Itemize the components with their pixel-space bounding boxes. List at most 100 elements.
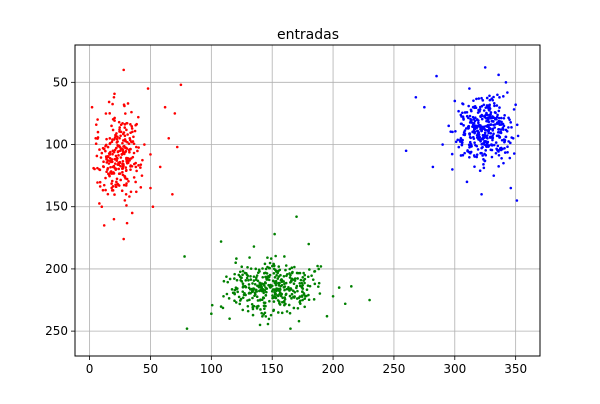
scatter-point — [125, 182, 128, 185]
scatter-point — [117, 144, 121, 148]
scatter-point — [251, 313, 255, 317]
scatter-point — [295, 215, 298, 218]
scatter-point — [118, 126, 122, 129]
scatter-point — [277, 269, 280, 273]
scatter-point — [233, 288, 237, 292]
scatter-point — [237, 295, 241, 299]
scatter-point — [125, 156, 128, 160]
scatter-point — [487, 118, 490, 121]
scatter-point — [474, 143, 477, 147]
scatter-point — [274, 254, 277, 258]
scatter-point — [123, 152, 126, 156]
scatter-point — [274, 283, 278, 287]
scatter-point — [113, 162, 117, 165]
scatter-point — [285, 274, 288, 278]
scatter-point — [264, 271, 267, 275]
scatter-point — [489, 123, 492, 126]
scatter-point — [454, 140, 458, 144]
scatter-point — [258, 281, 262, 285]
scatter-point — [101, 188, 105, 192]
scatter-point — [460, 122, 463, 126]
scatter-point — [219, 305, 223, 308]
scatter-point — [276, 277, 280, 280]
scatter-point — [284, 264, 288, 267]
scatter-point — [454, 129, 457, 133]
scatter-point — [123, 123, 127, 126]
scatter-point — [287, 303, 291, 307]
scatter-point — [246, 299, 249, 302]
scatter-point — [115, 177, 119, 181]
scatter-point — [248, 256, 251, 259]
scatter-point — [113, 92, 116, 96]
scatter-point — [238, 302, 242, 306]
scatter-point — [114, 133, 117, 137]
scatter-point — [506, 91, 509, 94]
scatter-point — [275, 288, 279, 292]
scatter-point — [496, 144, 500, 148]
scatter-point — [463, 129, 467, 132]
scatter-point — [470, 118, 473, 122]
scatter-point — [516, 134, 520, 138]
scatter-point — [249, 274, 252, 278]
scatter-point — [241, 273, 244, 277]
scatter-point — [490, 148, 494, 152]
scatter-point — [472, 126, 476, 130]
scatter-point — [94, 142, 98, 146]
scatter-point — [489, 131, 493, 135]
scatter-point — [259, 298, 262, 301]
scatter-point — [313, 282, 317, 286]
scatter-point — [456, 138, 460, 142]
scatter-point — [250, 302, 254, 306]
scatter-point — [475, 155, 479, 159]
scatter-point — [120, 189, 124, 192]
scatter-point — [139, 163, 143, 166]
scatter-point — [458, 140, 462, 143]
scatter-point — [470, 145, 473, 148]
scatter-point — [485, 104, 489, 107]
scatter-point — [491, 120, 495, 123]
scatter-point — [137, 115, 140, 119]
scatter-point — [298, 295, 302, 298]
scatter-point — [104, 176, 107, 180]
scatter-point — [504, 81, 508, 84]
scatter-point — [274, 270, 278, 273]
scatter-point — [497, 109, 501, 113]
scatter-point — [240, 276, 243, 279]
scatter-point — [477, 121, 480, 125]
scatter-point — [255, 276, 258, 279]
scatter-point — [96, 137, 99, 140]
scatter-point — [472, 117, 476, 121]
scatter-point — [498, 106, 501, 109]
scatter-point — [343, 302, 347, 306]
scatter-point — [93, 167, 96, 171]
scatter-point — [457, 109, 460, 113]
scatter-point — [296, 306, 300, 310]
scatter-point — [151, 205, 155, 209]
scatter-point — [115, 141, 119, 144]
scatter-point — [132, 135, 135, 139]
scatter-point — [247, 279, 250, 282]
scatter-point — [288, 267, 292, 271]
scatter-point — [489, 112, 492, 116]
scatter-point — [491, 98, 495, 102]
scatter-point — [109, 170, 112, 174]
scatter-point — [289, 287, 293, 290]
scatter-point — [468, 135, 472, 139]
scatter-point — [289, 281, 292, 284]
scatter-point — [228, 277, 232, 281]
scatter-point — [104, 112, 108, 115]
scatter-point — [495, 104, 499, 107]
scatter-point — [114, 146, 118, 150]
scatter-point — [290, 297, 293, 300]
scatter-point — [263, 284, 266, 287]
scatter-point — [260, 311, 263, 315]
scatter-point — [105, 155, 108, 159]
scatter-point — [129, 190, 133, 194]
scatter-point — [113, 193, 116, 196]
scatter-point — [500, 116, 503, 120]
scatter-point — [95, 154, 99, 158]
scatter-point — [113, 148, 117, 152]
scatter-point — [94, 123, 98, 126]
scatter-point — [264, 315, 268, 318]
